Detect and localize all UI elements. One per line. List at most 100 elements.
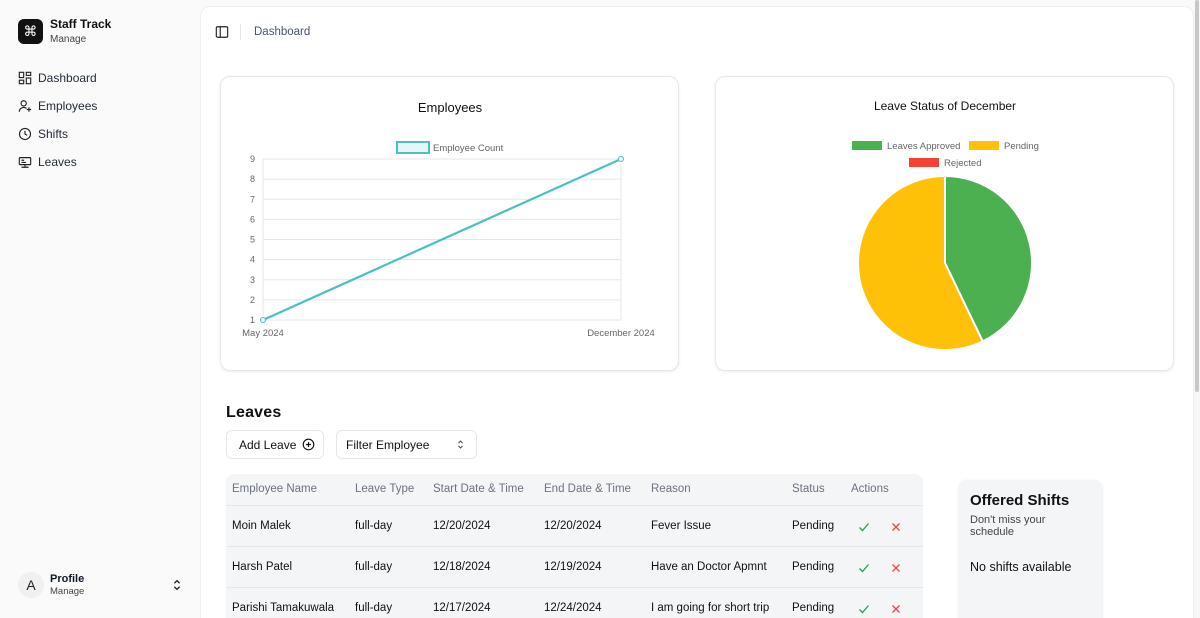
legend-swatch-approved [852, 141, 882, 150]
plus-circle-icon [303, 438, 315, 451]
legend-label-approved: Leaves Approved [887, 141, 960, 152]
profile-subtitle: Manage [50, 585, 85, 597]
approve-check-icon[interactable] [858, 521, 870, 533]
column-header: Status [792, 483, 825, 495]
table-row: Parishi Tamakuwala full-day 12/17/2024 1… [226, 588, 923, 618]
cell-start-date: 12/17/2024 [433, 602, 491, 614]
cell-reason: Fever Issue [651, 520, 712, 532]
employees-chart-card: Employees Employee Count 1 2 3 4 5 6 7 8 9 May 20… [220, 76, 679, 371]
employees-line-chart: Employees Employee Count 1 2 3 4 5 6 7 8 9 May 20… [242, 100, 655, 339]
cell-reason: I am going for short trip [651, 602, 770, 614]
cell-start-date: 12/20/2024 [433, 520, 491, 532]
column-header: Start Date & Time [433, 483, 524, 495]
sidebar-nav: Dashboard Employees Shifts Leaves [18, 64, 97, 176]
app-logo-icon: ⌘ [18, 19, 43, 45]
sidebar-toggle-icon[interactable] [215, 25, 229, 39]
filter-employee-select[interactable]: Filter Employee [336, 430, 477, 459]
cell-reason: Have an Doctor Apmnt [651, 561, 767, 573]
add-leave-button[interactable]: Add Leave [226, 430, 324, 459]
cell-leave-type: full-day [355, 561, 393, 573]
leave-status-chart-card: Leave Status of December Leaves Approved… [715, 76, 1174, 371]
sidebar: ⌘ Staff Track Manage Dashboard Employees… [0, 0, 200, 618]
column-header: Employee Name [232, 483, 318, 495]
offered-shifts-subtitle: Don't miss your schedule [970, 514, 1046, 538]
legend-swatch-rejected [909, 158, 939, 167]
y-tick-label: 8 [250, 174, 255, 184]
chevron-up-down-icon [458, 440, 463, 449]
leaves-icon [18, 157, 32, 168]
leave-status-pie-chart: Leave Status of December Leaves Approved… [852, 99, 1039, 351]
cell-status: Pending [792, 520, 835, 532]
profile-name: Profile [50, 572, 85, 585]
y-tick-label: 6 [250, 214, 255, 224]
pie-slice-leaves-approved [944, 174, 1033, 343]
chart-title: Leave Status of December [874, 99, 1016, 113]
series-line-employee-count [262, 157, 622, 322]
main-panel: Dashboard Employees Employee Count 1 2 3 4 5… [200, 6, 1194, 618]
column-header: Reason [651, 483, 691, 495]
sidebar-item-leaves[interactable]: Leaves [18, 148, 97, 176]
column-header: Leave Type [355, 483, 415, 495]
table-row: Moin Malek full-day 12/20/2024 12/20/202… [226, 506, 923, 547]
column-header: Actions [851, 483, 889, 495]
legend-label-pending: Pending [1004, 141, 1039, 152]
reject-x-icon[interactable] [890, 603, 902, 615]
offered-shifts-card: Offered Shifts Don't miss your schedule … [959, 480, 1102, 618]
data-point [260, 317, 266, 323]
clock-icon [18, 127, 32, 141]
cell-end-date: 12/24/2024 [544, 602, 602, 614]
x-tick-label: May 2024 [242, 328, 284, 339]
sidebar-item-shifts[interactable]: Shifts [18, 120, 97, 148]
reject-x-icon[interactable] [890, 562, 902, 574]
leaves-table: Employee Name Leave Type Start Date & Ti… [226, 474, 923, 618]
y-tick-label: 3 [250, 275, 255, 285]
legend-swatch [396, 141, 430, 154]
cell-leave-type: full-day [355, 520, 393, 532]
leaves-section-title: Leaves [226, 404, 282, 421]
chart-title: Employees [418, 100, 483, 115]
y-tick-label: 5 [250, 235, 255, 245]
cell-employee-name: Parishi Tamakuwala [232, 602, 335, 614]
filter-employee-label: Filter Employee [346, 437, 430, 452]
legend-label: Employee Count [433, 143, 504, 154]
cell-leave-type: full-day [355, 602, 393, 614]
sidebar-item-label: Leaves [38, 155, 77, 169]
offered-shifts-title: Offered Shifts [970, 492, 1070, 509]
data-point [618, 156, 624, 162]
reject-x-icon[interactable] [890, 521, 902, 533]
avatar: A [18, 572, 44, 598]
app-subtitle: Manage [50, 33, 87, 45]
app-brand[interactable]: ⌘ Staff Track Manage [18, 17, 112, 45]
dashboard-icon [18, 71, 32, 85]
sidebar-item-employees[interactable]: Employees [18, 92, 97, 120]
cell-employee-name: Harsh Patel [232, 561, 293, 573]
add-leave-label: Add Leave [239, 437, 297, 452]
breadcrumb[interactable]: Dashboard [254, 26, 311, 38]
y-tick-label: 4 [250, 255, 255, 265]
table-row: Harsh Patel full-day 12/18/2024 12/19/20… [226, 547, 923, 588]
y-tick-label: 7 [250, 194, 255, 204]
profile-menu[interactable]: A Profile Manage [18, 572, 184, 598]
pie-slice-pending [857, 174, 985, 351]
y-tick-label: 2 [250, 295, 255, 305]
cell-end-date: 12/19/2024 [544, 561, 602, 573]
y-tick-label: 1 [250, 315, 255, 325]
page-scrollbar-thumb[interactable] [1195, 0, 1199, 392]
sidebar-item-label: Shifts [38, 127, 69, 141]
legend-swatch-pending [969, 141, 999, 150]
column-header: End Date & Time [544, 483, 631, 495]
page-header: Dashboard [201, 7, 1193, 57]
approve-check-icon[interactable] [858, 562, 870, 574]
y-tick-label: 9 [250, 154, 255, 164]
x-tick-label: December 2024 [587, 328, 655, 339]
approve-check-icon[interactable] [858, 603, 870, 615]
app-name: Staff Track [50, 17, 112, 31]
cell-start-date: 12/18/2024 [433, 561, 491, 573]
cell-end-date: 12/20/2024 [544, 520, 602, 532]
user-plus-icon [18, 100, 32, 112]
cell-employee-name: Moin Malek [232, 520, 291, 532]
offered-shifts-empty: No shifts available [970, 560, 1072, 574]
chevron-up-down-icon[interactable] [170, 578, 184, 592]
sidebar-item-label: Employees [38, 99, 98, 113]
sidebar-item-dashboard[interactable]: Dashboard [18, 64, 97, 92]
